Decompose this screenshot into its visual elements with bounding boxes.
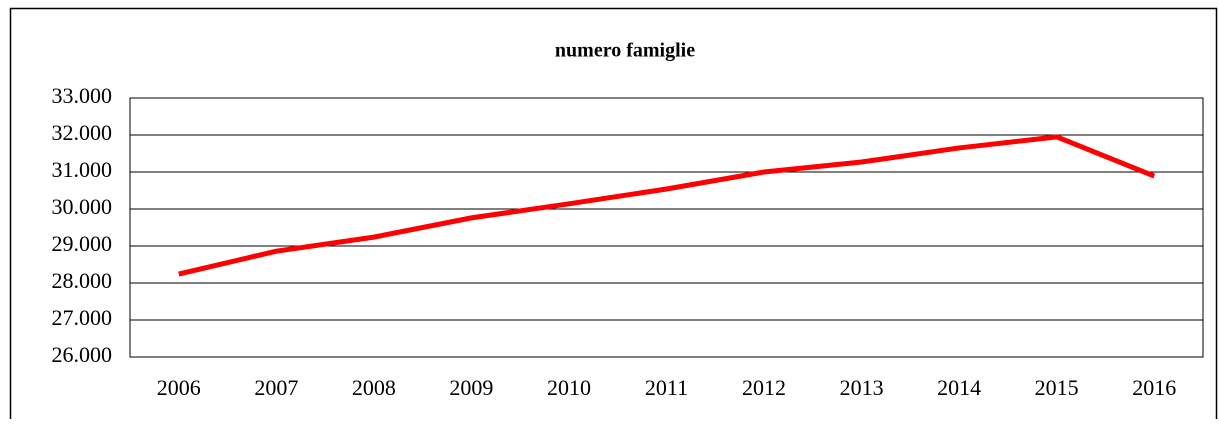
y-tick-label: 32.000 — [52, 120, 113, 145]
x-tick-label: 2007 — [254, 375, 298, 400]
x-tick-label: 2011 — [645, 375, 688, 400]
y-tick-label: 28.000 — [52, 268, 113, 293]
y-tick-label: 31.000 — [52, 157, 113, 182]
plot-border — [129, 97, 1204, 358]
x-tick-label: 2010 — [547, 375, 591, 400]
line-series — [178, 134, 1156, 277]
x-tick-label: 2015 — [1035, 375, 1079, 400]
chart-border — [9, 7, 1218, 424]
y-tick-label: 26.000 — [52, 342, 113, 367]
y-tick-label: 30.000 — [52, 194, 113, 219]
y-tick-label: 33.000 — [52, 83, 113, 108]
y-tick-label: 29.000 — [52, 231, 113, 256]
y-tick-label: 27.000 — [52, 305, 113, 330]
x-tick-label: 2016 — [1132, 375, 1176, 400]
x-tick-label: 2013 — [840, 375, 884, 400]
chart-title: numero famiglie — [555, 40, 695, 62]
x-tick-label: 2008 — [352, 375, 396, 400]
x-tick-label: 2009 — [449, 375, 493, 400]
x-tick-label: 2014 — [937, 375, 981, 400]
x-tick-label: 2006 — [157, 375, 201, 400]
x-tick-label: 2012 — [742, 375, 786, 400]
